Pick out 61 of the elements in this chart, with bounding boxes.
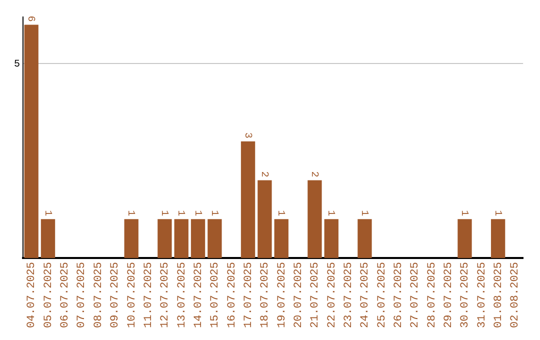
data-label: 1 (41, 210, 52, 216)
x-tick-label: 23.07.2025 (342, 262, 355, 328)
x-tick-label: 09.07.2025 (110, 262, 122, 328)
bar (208, 219, 222, 258)
x-tick-label: 15.07.2025 (210, 262, 222, 328)
y-tick-label: 5 (14, 59, 20, 70)
x-tick-label: 11.07.2025 (142, 262, 155, 328)
bar (124, 219, 138, 258)
data-label: 1 (208, 210, 220, 216)
bar (190, 219, 206, 258)
x-tick-label: 25.07.2025 (376, 262, 388, 328)
data-label: 1 (324, 210, 336, 216)
bar (490, 219, 506, 258)
x-tick-label: 06.07.2025 (60, 262, 72, 328)
data-label: 6 (24, 16, 36, 22)
bar (40, 219, 56, 258)
data-label: 1 (491, 210, 502, 216)
x-tick-label: 13.07.2025 (176, 262, 188, 328)
x-tick-label: 12.07.2025 (160, 262, 172, 328)
x-tick-label: 17.07.2025 (242, 262, 255, 328)
x-tick-label: 29.07.2025 (442, 262, 455, 328)
bar (358, 219, 372, 258)
x-tick-label: 02.08.2025 (510, 262, 522, 328)
x-tick-label: 01.08.2025 (492, 262, 505, 328)
bar (174, 219, 188, 258)
x-tick-label: 21.07.2025 (310, 262, 322, 328)
x-tick-label: 18.07.2025 (260, 262, 272, 328)
x-tick-label: 16.07.2025 (226, 262, 238, 328)
x-tick-label: 27.07.2025 (410, 262, 422, 328)
x-tick-label: 10.07.2025 (126, 262, 138, 328)
x-tick-label: 19.07.2025 (276, 262, 288, 328)
x-tick-label: 30.07.2025 (460, 262, 472, 328)
x-tick-label: 08.07.2025 (92, 262, 105, 328)
x-tick-label: 31.07.2025 (476, 262, 488, 328)
bar (24, 24, 38, 258)
bar (458, 219, 472, 258)
data-label: 1 (124, 210, 136, 216)
x-tick-label: 05.07.2025 (42, 262, 55, 328)
x-tick-label: 28.07.2025 (426, 262, 438, 328)
x-tick-label: 24.07.2025 (360, 262, 372, 328)
data-label: 1 (358, 210, 370, 216)
bar (158, 219, 172, 258)
bar (258, 180, 272, 258)
x-tick-label: 14.07.2025 (192, 262, 205, 328)
bar (324, 219, 338, 258)
bar (274, 219, 288, 258)
x-tick-label: 20.07.2025 (292, 262, 305, 328)
data-label: 1 (274, 210, 286, 216)
data-label: 1 (458, 210, 470, 216)
data-label: 2 (258, 171, 270, 178)
data-label: 1 (158, 210, 170, 216)
bar (240, 141, 256, 258)
x-tick-label: 04.07.2025 (26, 262, 38, 328)
x-tick-label: 26.07.2025 (392, 262, 405, 328)
data-label: 1 (191, 210, 202, 216)
data-label: 2 (308, 171, 320, 178)
data-label: 1 (174, 210, 186, 216)
data-label: 3 (241, 132, 252, 138)
x-tick-label: 07.07.2025 (76, 262, 88, 328)
x-tick-label: 22.07.2025 (326, 262, 338, 328)
bar (308, 180, 322, 258)
